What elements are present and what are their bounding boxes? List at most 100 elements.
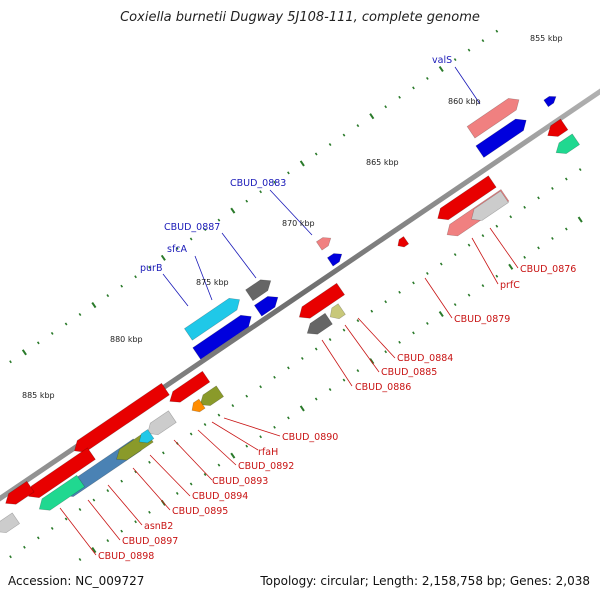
tick-mark xyxy=(356,124,360,128)
tick-mark xyxy=(426,321,429,325)
tick-mark xyxy=(481,284,485,288)
label-layer: 855 kbp 860 kbp 865 kbp 870 kbp 875 kbp … xyxy=(22,34,576,562)
tick-mark xyxy=(259,190,262,194)
gene-label-cbud-0893[interactable]: CBUD_0893 xyxy=(212,476,268,487)
tick-mark xyxy=(91,547,97,554)
gene-arrow-cyan xyxy=(138,429,155,444)
gene-label-cbud-0883[interactable]: CBUD_0883 xyxy=(230,178,286,189)
tick-mark xyxy=(398,340,401,344)
tick-mark xyxy=(384,105,388,109)
tick-mark xyxy=(120,479,124,483)
tick-mark xyxy=(9,555,12,559)
tick-mark xyxy=(64,322,68,326)
tick-mark xyxy=(412,331,415,335)
leader-line xyxy=(197,429,237,466)
gene-label-cbud-0886[interactable]: CBUD_0886 xyxy=(355,382,411,393)
tick-mark xyxy=(509,215,513,219)
tick-mark xyxy=(370,309,374,313)
gene-arrow-red xyxy=(298,282,346,319)
tick-mark xyxy=(78,558,82,561)
tick-mark xyxy=(369,358,375,365)
tick-mark xyxy=(231,404,235,408)
leader-line xyxy=(194,255,213,301)
tick-mark xyxy=(273,180,276,184)
kbp-label-855: 855 kbp xyxy=(530,34,563,43)
gene-label-cbud-0887[interactable]: CBUD_0887 xyxy=(164,222,220,233)
tick-mark xyxy=(564,177,568,181)
gene-label-cbud-0895[interactable]: CBUD_0895 xyxy=(172,506,228,517)
tick-mark xyxy=(21,349,27,356)
kbp-label-885: 885 kbp xyxy=(22,391,55,400)
tick-mark xyxy=(287,366,290,370)
tick-mark xyxy=(495,29,499,33)
tick-mark xyxy=(245,444,249,448)
tick-mark xyxy=(106,489,110,493)
gene-label-cbud-0885[interactable]: CBUD_0885 xyxy=(381,367,437,378)
gene-arrow-red xyxy=(5,480,35,505)
tick-mark xyxy=(217,463,221,467)
tick-mark xyxy=(106,539,110,543)
gene-label-cbud-0892[interactable]: CBUD_0892 xyxy=(238,461,294,472)
tick-mark xyxy=(64,517,68,521)
gene-arrow-red xyxy=(74,382,170,453)
leader-line xyxy=(454,66,481,105)
tick-mark xyxy=(78,508,82,511)
gene-arrow-orange xyxy=(191,398,206,413)
leader-line xyxy=(107,484,143,526)
tick-mark xyxy=(412,281,415,285)
gene-arrow-lightgray xyxy=(471,190,509,221)
tick-mark xyxy=(120,284,124,288)
gene-label-cbud-0894[interactable]: CBUD_0894 xyxy=(192,491,248,502)
tick-mark xyxy=(106,294,110,298)
gene-label-prfc[interactable]: prfC xyxy=(500,280,520,291)
gene-label-purb[interactable]: purB xyxy=(140,263,162,274)
leader-line xyxy=(211,421,259,451)
gene-arrow-pink xyxy=(466,98,520,139)
gene-label-sfca[interactable]: sfcA xyxy=(167,244,188,255)
gene-arrow-blue xyxy=(326,253,343,267)
tick-mark xyxy=(439,262,443,266)
accession-text: Accession: NC_009727 xyxy=(8,574,145,588)
gene-arrow-pink xyxy=(315,237,332,251)
tick-mark xyxy=(120,529,124,533)
tick-mark xyxy=(328,338,332,342)
tick-mark xyxy=(523,205,526,209)
tick-mark xyxy=(467,293,471,297)
tick-mark xyxy=(217,413,221,417)
gene-label-asnb2[interactable]: asnB2 xyxy=(144,521,173,532)
tick-mark xyxy=(299,160,305,167)
leader-line xyxy=(173,439,213,481)
tick-mark xyxy=(175,491,179,495)
tick-mark xyxy=(23,545,26,549)
gene-label-vals[interactable]: valS xyxy=(432,55,452,66)
tick-mark xyxy=(230,452,236,459)
tick-mark xyxy=(398,290,401,294)
gene-arrow-green xyxy=(38,474,86,511)
gene-arrow-khaki xyxy=(329,303,346,320)
gene-arrow-green xyxy=(555,133,581,154)
gene-label-cbud-0884[interactable]: CBUD_0884 xyxy=(397,353,453,364)
tick-mark xyxy=(203,423,207,427)
gene-label-cbud-0890[interactable]: CBUD_0890 xyxy=(282,432,338,443)
tick-mark xyxy=(148,265,151,269)
kbp-label-870: 870 kbp xyxy=(282,219,315,228)
tick-mark xyxy=(162,451,165,455)
tick-mark xyxy=(91,302,97,309)
tick-mark xyxy=(398,95,401,99)
gene-label-cbud-0876[interactable]: CBUD_0876 xyxy=(520,264,576,275)
tick-mark xyxy=(245,199,249,203)
tick-mark xyxy=(203,228,207,232)
gene-arrow-cyan xyxy=(183,297,240,341)
tick-mark xyxy=(273,375,276,379)
tick-mark xyxy=(453,303,457,307)
tick-mark xyxy=(481,234,485,238)
leader-line xyxy=(424,277,453,319)
gene-arrow-red xyxy=(397,236,410,248)
tick-mark xyxy=(551,186,554,190)
gene-label-cbud-0879[interactable]: CBUD_0879 xyxy=(454,314,510,325)
tick-mark xyxy=(438,310,444,318)
gene-label-cbud-0897[interactable]: CBUD_0897 xyxy=(122,536,178,547)
gene-label-rfah[interactable]: rfaH xyxy=(258,447,278,458)
gene-label-cbud-0898[interactable]: CBUD_0898 xyxy=(98,551,154,562)
